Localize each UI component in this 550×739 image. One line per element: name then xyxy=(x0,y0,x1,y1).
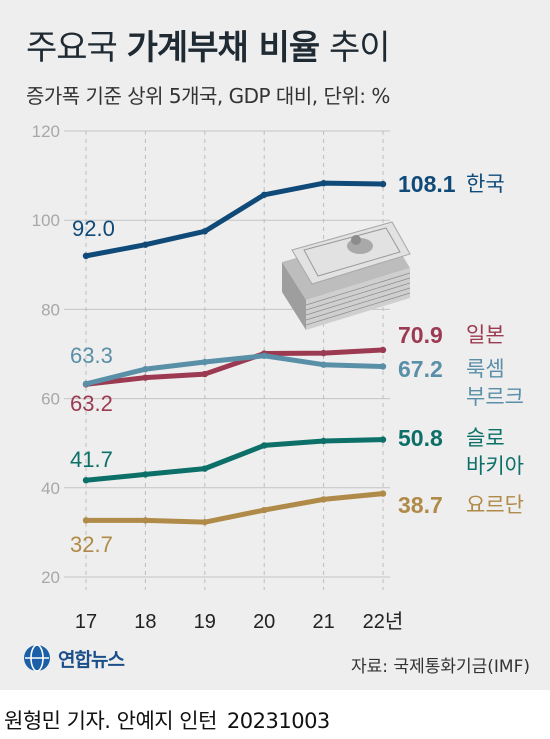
y-tick-label: 20 xyxy=(41,568,60,587)
last-value-label-luxembourg: 67.2 xyxy=(398,356,443,382)
point-korea-3 xyxy=(261,191,268,198)
x-tick-label: 17 xyxy=(75,611,97,633)
point-luxembourg-1 xyxy=(142,365,149,373)
axis-ticks: 20 40 60 80 100 120 17 18 19 20 21 22년 xyxy=(32,122,404,633)
credit-date: 20231003 xyxy=(226,709,330,733)
point-slovakia-3 xyxy=(261,442,268,449)
chart-title: 주요국 가계부채 비율 추이 xyxy=(26,20,391,69)
point-japan-4 xyxy=(320,349,327,357)
series-name-luxembourg: 부르크 xyxy=(466,385,524,409)
point-slovakia-2 xyxy=(201,465,208,472)
x-tick-label: 21 xyxy=(312,611,334,633)
point-korea-2 xyxy=(201,228,208,235)
last-value-label-slovakia: 50.8 xyxy=(398,425,443,451)
point-korea-5 xyxy=(379,180,387,188)
x-tick-label: 18 xyxy=(134,611,156,633)
series-name-luxembourg: 룩셈 xyxy=(466,357,505,381)
x-tick-label: 22년 xyxy=(363,610,404,633)
first-value-label-jordan: 32.7 xyxy=(70,532,113,557)
point-slovakia-0 xyxy=(82,477,90,484)
point-luxembourg-2 xyxy=(201,358,208,366)
first-value-label-slovakia: 41.7 xyxy=(70,447,113,472)
first-value-label-luxembourg: 63.3 xyxy=(70,343,113,368)
last-value-label-japan: 70.9 xyxy=(398,322,443,348)
point-japan-1 xyxy=(142,374,149,381)
title-bold: 가계부채 비율 xyxy=(126,28,321,68)
point-jordan-2 xyxy=(201,518,208,526)
point-jordan-4 xyxy=(320,496,327,503)
first-value-label-japan: 63.2 xyxy=(70,391,113,416)
globe-logo-icon xyxy=(24,644,50,672)
source-note: 자료: 국제통화기금(IMF) xyxy=(351,657,530,677)
point-slovakia-4 xyxy=(320,437,327,445)
series-name-korea: 한국 xyxy=(466,172,505,196)
series-name-slovakia: 바키아 xyxy=(466,454,524,478)
series-line-jordan xyxy=(83,491,386,525)
point-luxembourg-3 xyxy=(261,352,268,359)
y-tick-label: 100 xyxy=(32,211,60,230)
last-value-label-korea: 108.1 xyxy=(398,171,456,197)
series-name-slovakia: 슬로 xyxy=(466,426,505,450)
point-jordan-3 xyxy=(261,506,268,514)
point-slovakia-1 xyxy=(142,471,149,478)
point-korea-4 xyxy=(320,179,327,187)
money-stack-icon xyxy=(282,221,411,330)
x-tick-label: 19 xyxy=(194,611,216,633)
title-light: 주요국 xyxy=(26,28,118,68)
credit-line: 원형민 기자. 안예지 인턴 20231003 xyxy=(4,705,330,735)
point-luxembourg-5 xyxy=(379,363,387,370)
point-korea-1 xyxy=(142,241,149,248)
series-line-korea xyxy=(83,180,386,259)
chart-subtitle: 증가폭 기준 상위 5개국, GDP 대비, 단위: % xyxy=(26,84,390,108)
x-tick-label: 20 xyxy=(253,611,275,633)
chart-card xyxy=(0,0,550,690)
title-end: 추이 xyxy=(329,28,391,68)
last-value-label-jordan: 38.7 xyxy=(398,492,443,518)
y-tick-label: 120 xyxy=(32,122,60,141)
series-name-jordan: 요르단 xyxy=(466,493,524,517)
credit-names: 원형민 기자. 안예지 인턴 xyxy=(4,709,217,733)
yonhap-logo: 연합뉴스 xyxy=(22,643,125,673)
y-tick-label: 40 xyxy=(41,479,60,498)
point-jordan-5 xyxy=(379,490,387,497)
point-slovakia-5 xyxy=(379,436,387,443)
point-luxembourg-0 xyxy=(82,380,90,388)
series-line-japan xyxy=(83,347,386,387)
point-jordan-1 xyxy=(142,517,149,524)
series-name-japan: 일본 xyxy=(466,323,505,347)
series-line-luxembourg xyxy=(83,353,386,387)
point-korea-0 xyxy=(82,252,90,260)
point-jordan-0 xyxy=(82,517,90,524)
logo-text: 연합뉴스 xyxy=(58,648,125,671)
first-value-label-korea: 92.0 xyxy=(72,216,115,241)
point-japan-5 xyxy=(379,346,387,354)
series-lines xyxy=(82,179,387,526)
point-japan-2 xyxy=(201,370,208,378)
series-line-slovakia xyxy=(83,437,386,483)
y-tick-label: 60 xyxy=(41,390,60,409)
y-tick-label: 80 xyxy=(41,300,60,319)
point-luxembourg-4 xyxy=(320,361,327,368)
